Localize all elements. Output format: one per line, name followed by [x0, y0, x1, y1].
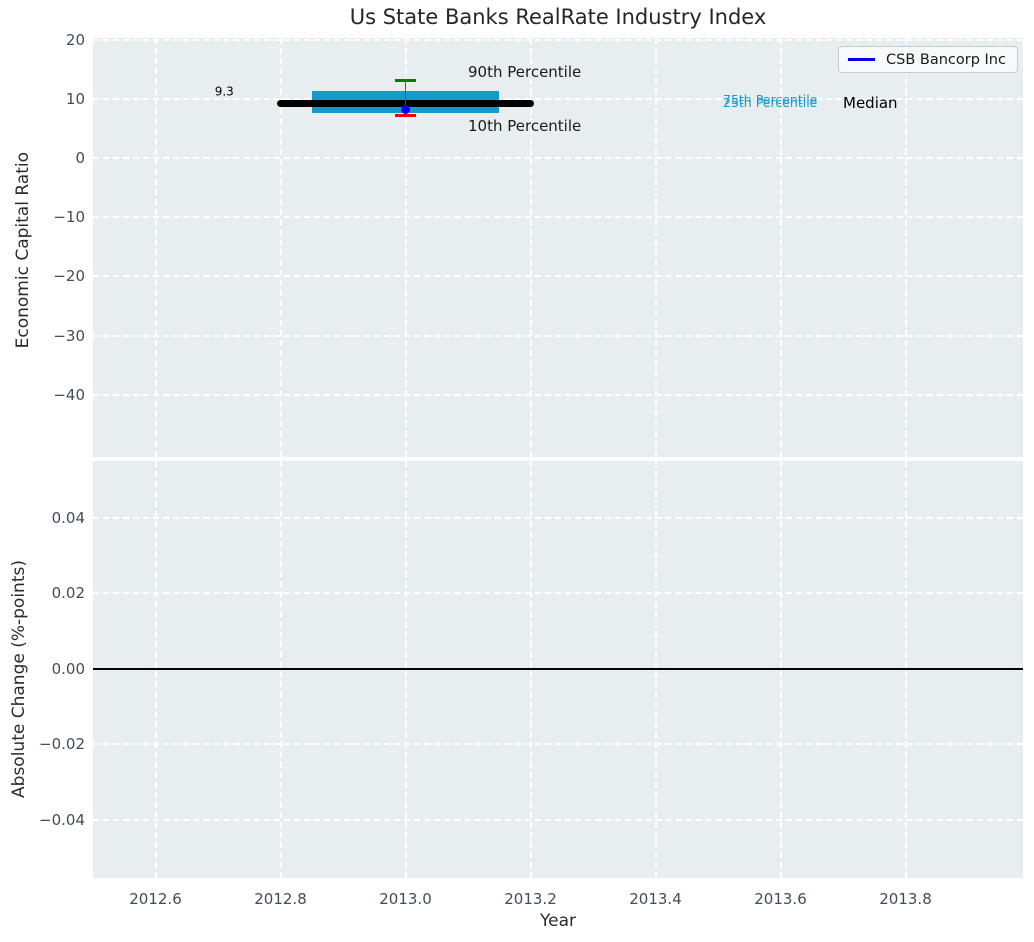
gridline-horizontal	[93, 157, 1023, 160]
gridline-horizontal	[93, 516, 1023, 519]
gridline-horizontal	[93, 334, 1023, 337]
company-point-dot	[401, 104, 410, 114]
gridline-horizontal	[93, 743, 1023, 746]
gridline-horizontal	[93, 38, 1023, 41]
gridline-vertical	[154, 38, 157, 457]
top-chart-panel: 9.3 90th Percentile 10th Percentile 75th Pe…	[93, 38, 1023, 457]
gridline-horizontal	[93, 97, 1023, 100]
gridline-vertical	[529, 38, 532, 457]
x-tick-label: 2013.2	[504, 890, 557, 908]
gridline-horizontal	[93, 818, 1023, 821]
gridline-horizontal	[93, 216, 1023, 219]
x-axis-label: Year	[540, 911, 576, 931]
x-tick-label: 2013.4	[629, 890, 682, 908]
gridline-vertical	[279, 38, 282, 457]
gridline-vertical	[779, 38, 782, 457]
x-tick-label: 2013.0	[379, 890, 432, 908]
annotation-p25-label: 25th Percentile	[723, 95, 818, 111]
annotation-p90-label: 90th Percentile	[468, 62, 582, 81]
y-tick-label: −30	[53, 326, 85, 345]
legend: CSB Bancorp Inc	[838, 46, 1018, 73]
y-tick-label: 20	[65, 30, 85, 49]
y-tick-label: −0.02	[39, 735, 85, 754]
y-tick-label: −20	[53, 267, 85, 286]
y-tick-label: 0.04	[51, 508, 85, 527]
zero-line	[93, 667, 1023, 670]
gridline-horizontal	[93, 393, 1023, 396]
annotation-p75-label: 75th Percentile	[723, 91, 818, 107]
annotation-median-label: Median	[843, 94, 898, 113]
top-y-axis-label: Economic Capital Ratio	[13, 152, 33, 349]
p10-cap	[394, 114, 417, 118]
legend-label: CSB Bancorp Inc	[886, 51, 1006, 68]
chart-title: Us State Banks RealRate Industry Index	[349, 5, 767, 29]
x-tick-label: 2012.8	[254, 890, 307, 908]
p90-cap	[394, 78, 417, 82]
gridline-vertical	[904, 38, 907, 457]
y-tick-label: 0.00	[51, 659, 85, 678]
x-tick-label: 2013.8	[879, 890, 932, 908]
y-tick-label: 10	[65, 89, 85, 108]
x-tick-label: 2012.6	[129, 890, 182, 908]
gridline-vertical	[404, 38, 407, 457]
percentile-whisker-line	[404, 80, 407, 116]
legend-line-swatch	[848, 58, 875, 61]
gridline-horizontal	[93, 275, 1023, 278]
annotation-p10-label: 10th Percentile	[468, 116, 582, 135]
y-tick-label: 0.02	[51, 584, 85, 603]
y-tick-label: −10	[53, 208, 85, 227]
gridline-vertical	[654, 38, 657, 457]
bottom-chart-panel	[93, 461, 1023, 878]
y-tick-label: −0.04	[39, 810, 85, 829]
y-tick-label: 0	[75, 149, 85, 168]
annotation-median-value: 9.3	[214, 84, 234, 99]
gridline-horizontal	[93, 592, 1023, 595]
y-tick-label: −40	[53, 385, 85, 404]
x-tick-label: 2013.6	[754, 890, 807, 908]
